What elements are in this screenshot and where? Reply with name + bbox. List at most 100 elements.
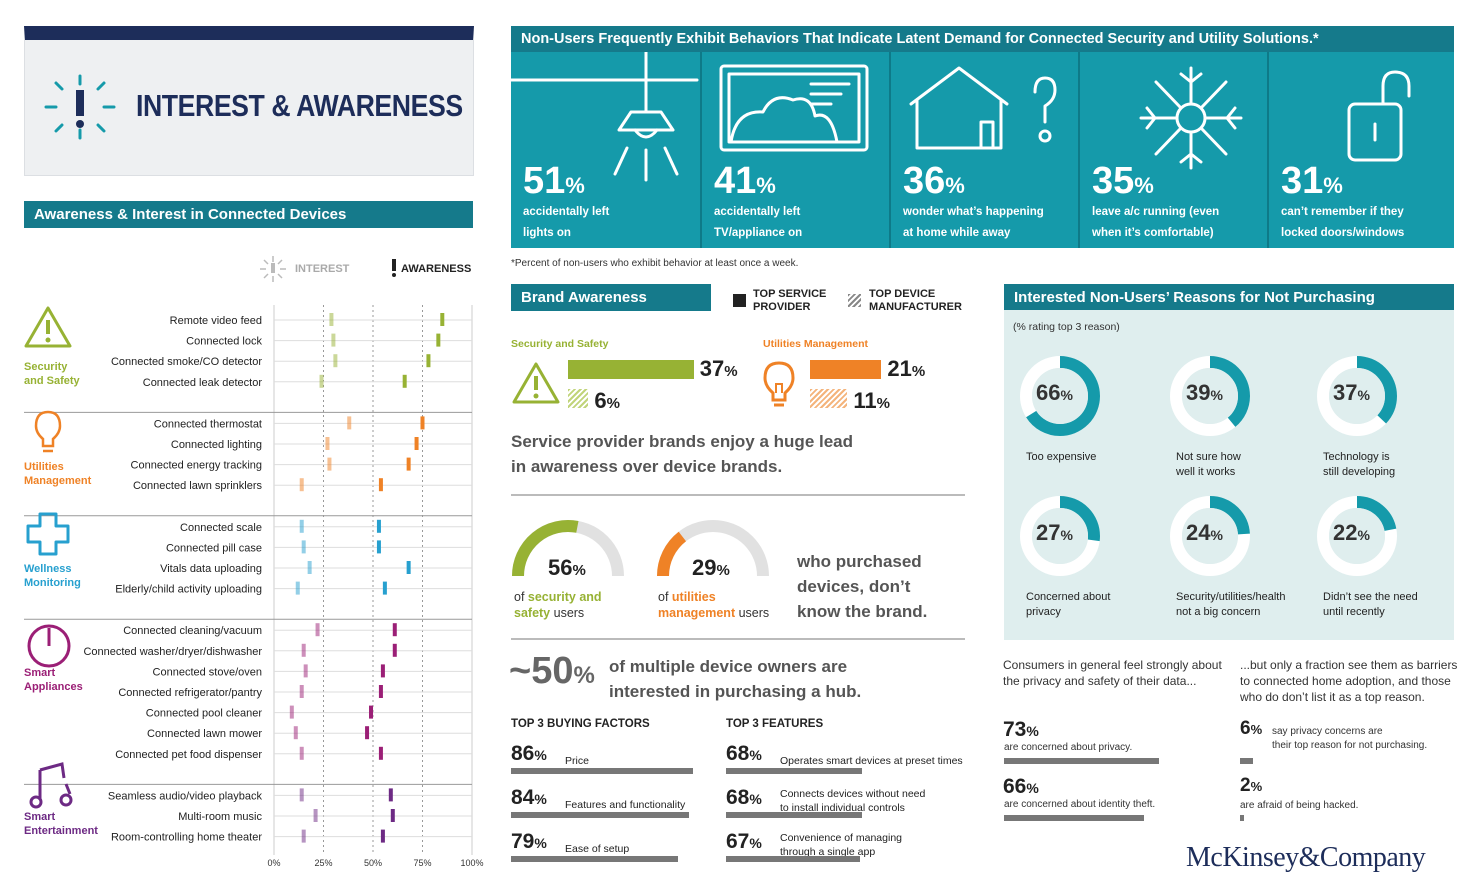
legend-dm-text: TOP DEVICE MANUFACTURER: [869, 288, 962, 313]
privacy-left-bar: [1004, 815, 1144, 821]
feature-value: 68%: [726, 742, 762, 765]
device-label: Seamless audio/video playback: [108, 790, 263, 802]
donut-arc: [1317, 496, 1397, 576]
buying-factor-label: Ease of setup: [565, 843, 630, 855]
buying-factor-value: 79%: [511, 830, 547, 853]
awareness-mark: [378, 685, 383, 698]
interest-mark: [301, 540, 306, 554]
gauge2-value: 29%: [692, 555, 730, 580]
awareness-mark: [382, 581, 387, 595]
utilities-dm-bar: [810, 389, 848, 408]
awareness-mark: [365, 726, 370, 740]
x-tick-label: 75%: [413, 858, 431, 868]
device-label: Elderly/child activity uploading: [115, 584, 262, 596]
awareness-mark: [378, 746, 383, 760]
privacy-left-value: 73%: [1003, 718, 1039, 741]
left-section-header: Awareness & Interest in Connected Device…: [24, 201, 473, 228]
privacy-left-label: are concerned about identity theft.: [1004, 799, 1156, 810]
donut-center: [1182, 368, 1238, 424]
donut-center: [1329, 368, 1385, 424]
donut-value: 24%: [1186, 520, 1223, 545]
brand-gauges: [512, 520, 769, 577]
device-label: Remote video feed: [170, 315, 262, 327]
reasons-header: Interested Non-Users’ Reasons for Not Pu…: [1004, 284, 1454, 311]
donut-center: [1182, 508, 1238, 564]
music-note-icon: [38, 762, 72, 800]
behavior-1: 51% accidentally left lights on: [511, 52, 700, 248]
brand-utilities-label: Utilities Management: [763, 338, 869, 350]
interest-mark: [299, 478, 304, 492]
device-label: Connected pool cleaner: [146, 708, 263, 720]
awareness-mark: [376, 519, 381, 533]
device-label: Connected smoke/CO detector: [111, 356, 262, 368]
interest-mark: [303, 664, 308, 678]
privacy-left-intro: Consumers in general feel strongly about…: [1003, 658, 1222, 688]
privacy-right-label: are afraid of being hacked.: [1240, 800, 1359, 811]
donut-value: 39%: [1186, 380, 1223, 405]
device-label: Vitals data uploading: [160, 563, 262, 575]
awareness-mark: [392, 623, 397, 637]
donut-center: [1032, 368, 1088, 424]
buying-factor-value: 84%: [511, 786, 547, 809]
gauge1-arc: [512, 520, 579, 577]
donut-center: [1329, 508, 1385, 564]
interest-mark: [299, 519, 304, 533]
category-label: Wellness Monitoring: [24, 563, 81, 589]
buying-header: TOP 3 BUYING FACTORS: [511, 718, 650, 730]
legend-sp-text: TOP SERVICE PROVIDER: [753, 288, 827, 313]
feature-label: Operates smart devices at preset times: [780, 755, 963, 767]
interest-mark: [289, 705, 294, 719]
house-question-icon: [909, 66, 1057, 150]
device-label: Connected lawn mower: [147, 728, 262, 740]
donut-value: 66%: [1036, 380, 1073, 405]
medical-cross-icon: [26, 512, 70, 556]
footnote: *Percent of non-users who exhibit behavi…: [511, 258, 799, 269]
privacy-left-bar: [1004, 758, 1159, 764]
awareness-mark: [390, 809, 395, 822]
legend-interest: INTEREST: [295, 263, 350, 275]
x-tick-label: 25%: [314, 858, 332, 868]
awareness-mark: [406, 561, 411, 574]
device-label: Connected scale: [180, 522, 262, 534]
power-icon: [27, 624, 71, 668]
feature-value: 68%: [726, 786, 762, 809]
interest-mark: [301, 829, 306, 843]
buying-factor-bar: [511, 768, 694, 774]
device-label: Connected leak detector: [143, 377, 263, 389]
x-tick-label: 50%: [364, 858, 382, 868]
behavior-value: 35%: [1092, 160, 1154, 202]
behavior-value: 36%: [903, 160, 965, 202]
interest-mark: [299, 788, 304, 802]
brand-header: Brand Awareness: [511, 284, 711, 311]
awareness-mark: [440, 313, 445, 326]
warning-icon: [512, 362, 560, 404]
behavior-2: 41% accidentally left TV/appliance on: [700, 52, 889, 248]
behavior-desc: accidentally left lights on: [523, 206, 610, 239]
gauge2-arc: [657, 531, 687, 577]
behavior-4: 35% leave a/c running (even when it’s comf…: [1078, 52, 1267, 248]
awareness-mark: [392, 643, 397, 657]
donut-center: [1032, 508, 1088, 564]
privacy-right-intro: ...but only a fraction see them as barri…: [1240, 658, 1458, 704]
behavior-icons: [511, 52, 1411, 182]
category-icons: [24, 306, 73, 809]
behavior-value: 41%: [714, 160, 776, 202]
awareness-interest-chart: Remote video feed Connected lock Connected…: [24, 305, 484, 868]
page-title: INTEREST & AWARENESS: [136, 88, 463, 123]
utilities-sp-value: 21%: [887, 356, 926, 381]
awareness-mark: [376, 540, 381, 554]
lightbulb-icon: [34, 410, 62, 448]
donut-label: Security/utilities/health not a big conce…: [1176, 591, 1286, 618]
awareness-mark: [369, 705, 374, 719]
reasons-subheader: (% rating top 3 reason): [1013, 321, 1120, 333]
hub-text: of multiple device owners are interested …: [609, 657, 862, 701]
behavior-desc: leave a/c running (even when it’s comfort…: [1092, 206, 1220, 239]
awareness-legend-icon: [392, 259, 396, 277]
donut-arc: [1170, 496, 1250, 576]
privacy-right-value: 2%: [1240, 775, 1263, 796]
donut-arc: [1317, 356, 1397, 436]
x-tick-label: 100%: [460, 858, 483, 868]
interest-mark: [333, 354, 338, 368]
interest-mark: [331, 333, 336, 347]
reasons-donuts: [1020, 356, 1397, 576]
